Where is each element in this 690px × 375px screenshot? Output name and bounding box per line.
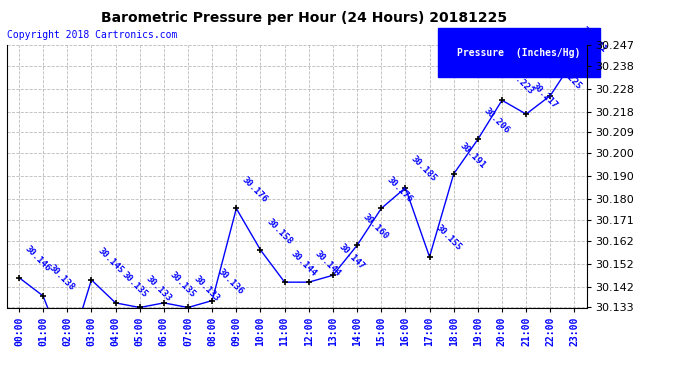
Text: 30.144: 30.144 [313, 249, 342, 278]
Text: 30.241: 30.241 [579, 26, 608, 55]
Text: Barometric Pressure per Hour (24 Hours) 20181225: Barometric Pressure per Hour (24 Hours) … [101, 11, 506, 25]
Text: 30.146: 30.146 [23, 244, 52, 273]
Text: 30.133: 30.133 [144, 274, 173, 303]
Text: 30.191: 30.191 [458, 141, 487, 170]
Text: 30.135: 30.135 [168, 270, 197, 299]
Text: 30.217: 30.217 [531, 81, 560, 110]
Text: 30.136: 30.136 [217, 267, 246, 296]
Text: 30.176: 30.176 [241, 175, 270, 204]
Text: 30.158: 30.158 [265, 217, 294, 246]
Text: 30.147: 30.147 [337, 242, 366, 271]
Text: 30.176: 30.176 [386, 175, 415, 204]
Text: 30.138: 30.138 [48, 262, 77, 292]
Text: 30.225: 30.225 [555, 62, 584, 92]
Text: 30.144: 30.144 [289, 249, 318, 278]
Text: Pressure  (Inches/Hg): Pressure (Inches/Hg) [457, 48, 581, 58]
Text: 30.160: 30.160 [362, 212, 391, 241]
Text: Copyright 2018 Cartronics.com: Copyright 2018 Cartronics.com [7, 30, 177, 40]
Text: 30.223: 30.223 [506, 67, 535, 96]
Text: 30.111: 30.111 [0, 374, 1, 375]
Text: 30.133: 30.133 [193, 274, 221, 303]
Text: 30.145: 30.145 [96, 246, 125, 276]
Text: 30.155: 30.155 [434, 224, 463, 253]
Text: 30.185: 30.185 [410, 154, 439, 184]
Text: 30.135: 30.135 [120, 270, 149, 299]
Text: 30.206: 30.206 [482, 106, 511, 135]
